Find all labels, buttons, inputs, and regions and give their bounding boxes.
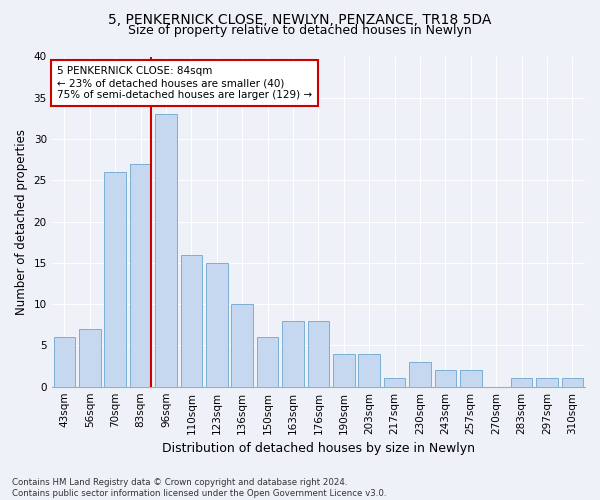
Bar [232, 304, 253, 386]
Bar [562, 378, 583, 386]
Bar [257, 337, 278, 386]
Bar [79, 329, 101, 386]
Bar [434, 370, 456, 386]
Bar [155, 114, 177, 386]
Bar [358, 354, 380, 386]
Bar [53, 337, 75, 386]
Bar [511, 378, 532, 386]
Bar [308, 320, 329, 386]
Text: 5, PENKERNICK CLOSE, NEWLYN, PENZANCE, TR18 5DA: 5, PENKERNICK CLOSE, NEWLYN, PENZANCE, T… [109, 12, 491, 26]
Text: Contains HM Land Registry data © Crown copyright and database right 2024.
Contai: Contains HM Land Registry data © Crown c… [12, 478, 386, 498]
Text: Size of property relative to detached houses in Newlyn: Size of property relative to detached ho… [128, 24, 472, 37]
Text: 5 PENKERNICK CLOSE: 84sqm
← 23% of detached houses are smaller (40)
75% of semi-: 5 PENKERNICK CLOSE: 84sqm ← 23% of detac… [57, 66, 312, 100]
Bar [384, 378, 406, 386]
Bar [460, 370, 482, 386]
Bar [130, 164, 151, 386]
Y-axis label: Number of detached properties: Number of detached properties [15, 128, 28, 314]
Bar [536, 378, 557, 386]
Bar [104, 172, 126, 386]
Bar [206, 263, 227, 386]
Bar [409, 362, 431, 386]
Bar [181, 254, 202, 386]
Bar [282, 320, 304, 386]
Bar [333, 354, 355, 386]
X-axis label: Distribution of detached houses by size in Newlyn: Distribution of detached houses by size … [162, 442, 475, 455]
